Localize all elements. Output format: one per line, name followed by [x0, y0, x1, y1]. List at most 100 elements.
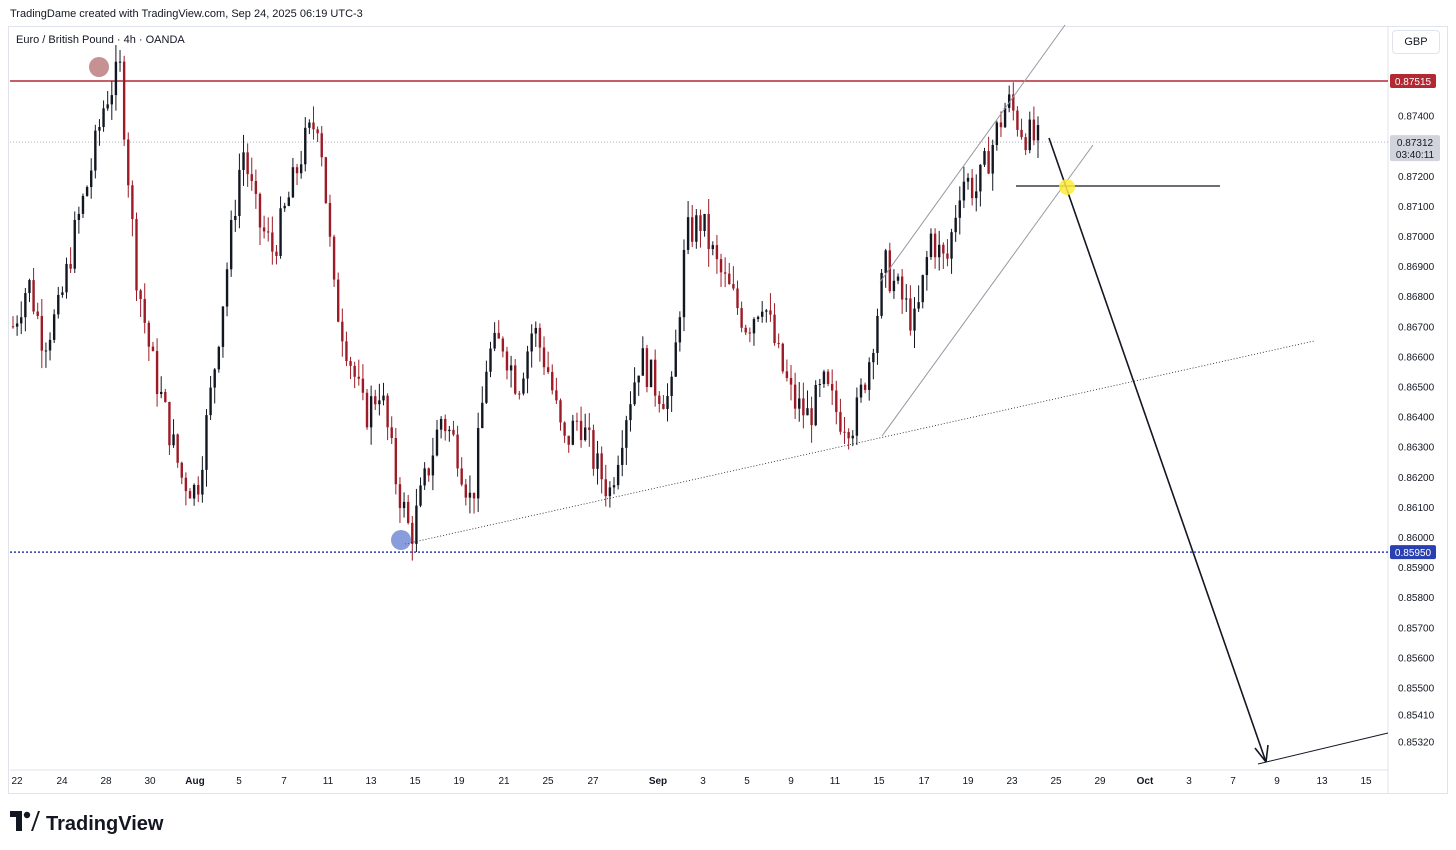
candle-body	[526, 351, 529, 379]
candle-body	[806, 408, 809, 416]
candle-body	[394, 438, 398, 485]
candle-body	[275, 251, 278, 256]
candle-body	[546, 367, 550, 372]
candle-body	[818, 384, 822, 386]
candle-body	[592, 430, 595, 469]
candle-body	[192, 484, 196, 499]
candle-body	[254, 180, 258, 194]
time-axis-label: 7	[1230, 776, 1236, 787]
tradingview-logo[interactable]: TradingView	[10, 811, 163, 837]
candle-body	[1020, 129, 1023, 138]
candle-body	[1028, 119, 1031, 151]
candle-body	[658, 395, 661, 404]
candle-body	[814, 385, 817, 426]
time-axis-label: 25	[1050, 776, 1062, 787]
time-axis-label: 9	[1274, 776, 1280, 787]
tradingview-logo-text: TradingView	[46, 812, 164, 835]
candle-body	[933, 233, 937, 258]
candle-body	[575, 420, 579, 422]
symbol-title: Euro / British Pound · 4h · OANDA	[16, 34, 185, 46]
ascending-trendline[interactable]	[404, 340, 1315, 545]
price-axis-label: 0.85800	[1398, 593, 1435, 604]
candle-body	[209, 387, 212, 416]
candle-body	[946, 253, 949, 259]
candle-body	[481, 402, 484, 428]
price-axis-label: 0.87200	[1398, 172, 1435, 183]
time-axis-label: 23	[1006, 776, 1018, 787]
candle-body	[851, 435, 854, 439]
candle-body	[468, 492, 472, 498]
candle-body	[374, 396, 377, 405]
candle-body	[188, 491, 192, 499]
candle-body	[229, 220, 233, 270]
candle-body	[666, 395, 669, 409]
chart-frame	[8, 26, 1448, 794]
candle-body	[682, 249, 686, 318]
candle-body	[847, 431, 850, 439]
breakout-point-marker[interactable]	[1059, 179, 1075, 195]
candle-body	[826, 371, 830, 385]
candle-body	[900, 276, 904, 300]
candle-body	[509, 365, 513, 371]
candle-body	[925, 257, 929, 276]
bottom-highlight-marker[interactable]	[391, 530, 411, 550]
channel-lower-line[interactable]	[881, 144, 1094, 437]
candle-body	[345, 341, 348, 362]
price-axis-label: 0.85900	[1398, 563, 1435, 574]
time-axis-label: Oct	[1137, 776, 1154, 787]
candle-body	[69, 263, 72, 269]
candle-body	[913, 308, 916, 331]
candle-body	[534, 327, 537, 334]
candle-body	[464, 484, 468, 498]
candle-body	[863, 384, 867, 390]
candle-body	[695, 215, 698, 242]
currency-button[interactable]: GBP	[1392, 30, 1440, 54]
candle-body	[159, 391, 163, 395]
candle-body	[999, 122, 1003, 128]
candle-body	[719, 259, 723, 273]
candle-body	[217, 346, 221, 370]
candle-body	[246, 152, 249, 175]
price-axis-label: 0.85410	[1398, 711, 1435, 722]
candle-body	[678, 317, 682, 343]
candle-body	[180, 462, 183, 478]
candle-body	[205, 415, 208, 470]
price-axis-label: 0.86100	[1398, 503, 1435, 514]
candle-body	[328, 202, 332, 237]
candle-body	[896, 276, 900, 281]
candle-body	[612, 485, 616, 488]
candle-body	[94, 130, 97, 171]
price-axis-label: 0.86300	[1398, 443, 1435, 454]
candle-body	[279, 208, 282, 256]
candle-body	[958, 200, 961, 218]
candle-body	[382, 395, 385, 401]
target-line[interactable]	[1257, 732, 1389, 765]
candle-body	[213, 369, 216, 388]
time-axis-label: 29	[1094, 776, 1106, 787]
candle-body	[975, 191, 978, 199]
channel-upper-line[interactable]	[879, 24, 1066, 283]
candle-body	[505, 351, 509, 371]
price-axis-label: 0.86600	[1398, 352, 1435, 363]
top-highlight-marker[interactable]	[89, 57, 109, 77]
time-axis-label: 15	[409, 776, 421, 787]
candle-body	[460, 468, 463, 485]
candle-body	[221, 306, 225, 347]
candle-body	[423, 468, 426, 486]
candle-body	[57, 294, 60, 315]
candle-body	[765, 310, 768, 312]
current-price-tag	[1390, 135, 1440, 162]
candle-body	[699, 215, 702, 231]
attribution-text: TradingDame created with TradingView.com…	[10, 8, 363, 20]
projection-arrow-line[interactable]	[1048, 137, 1267, 763]
candle-body	[616, 464, 620, 486]
candle-body	[966, 177, 970, 182]
candle-body	[168, 402, 171, 446]
resistance-price-label: 0.87515	[1395, 77, 1432, 88]
candle-body	[909, 298, 912, 331]
candle-body	[987, 151, 990, 174]
candle-body	[36, 311, 39, 316]
candle-body	[489, 348, 492, 372]
candle-body	[316, 129, 319, 134]
